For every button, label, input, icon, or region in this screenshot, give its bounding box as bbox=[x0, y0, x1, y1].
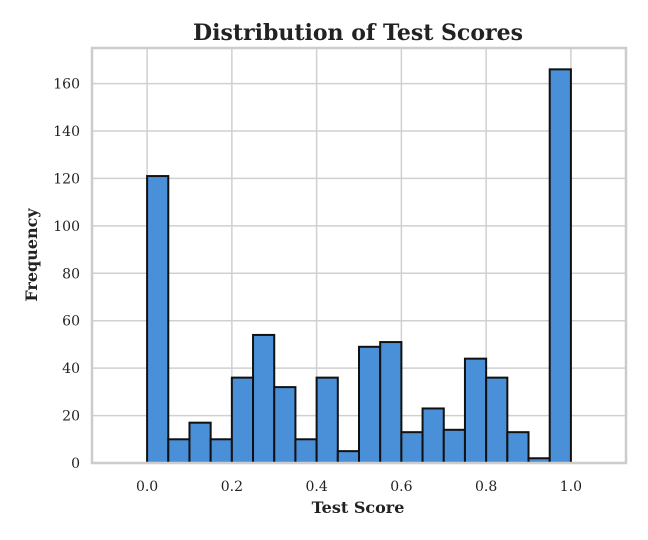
plot-frame bbox=[90, 46, 628, 465]
histogram-bar-16 bbox=[485, 376, 509, 464]
chart-title: Distribution of Test Scores bbox=[193, 20, 523, 46]
histogram-bar-13 bbox=[421, 407, 445, 465]
x-tick-label-4: 0.8 bbox=[475, 479, 497, 495]
histogram-bar-7 bbox=[294, 438, 318, 464]
histogram-bar-0 bbox=[146, 175, 170, 465]
histogram-bar-17 bbox=[506, 431, 530, 464]
histogram-bar-4 bbox=[230, 376, 255, 464]
y-axis-ticks: 0 20 40 60 80 100 120 140 160 bbox=[53, 77, 80, 472]
y-tick-label-1: 20 bbox=[62, 409, 80, 425]
y-tick-label-0: 0 bbox=[71, 456, 80, 472]
y-tick-label-3: 60 bbox=[62, 314, 80, 330]
histogram-bar-3 bbox=[209, 438, 233, 464]
histogram-bar-14 bbox=[442, 428, 466, 464]
y-tick-label-5: 100 bbox=[53, 219, 80, 235]
x-tick-label-1: 0.2 bbox=[221, 479, 243, 495]
x-axis-ticks: 0.0 0.2 0.4 0.6 0.8 1.0 bbox=[136, 479, 582, 495]
x-tick-label-3: 0.6 bbox=[390, 479, 412, 495]
y-tick-label-6: 120 bbox=[53, 171, 80, 187]
bars bbox=[146, 68, 572, 465]
y-tick-label-4: 80 bbox=[62, 266, 80, 282]
histogram-bar-5 bbox=[252, 333, 276, 465]
histogram-bar-15 bbox=[463, 357, 488, 464]
histogram-bar-8 bbox=[315, 376, 339, 464]
x-tick-label-0: 0.0 bbox=[136, 479, 158, 495]
y-tick-label-8: 160 bbox=[53, 77, 80, 93]
histogram-bar-19 bbox=[548, 68, 572, 464]
histogram-bar-6 bbox=[273, 386, 297, 464]
histogram-bar-10 bbox=[358, 345, 382, 464]
histogram-bar-1 bbox=[167, 438, 191, 464]
histogram-bar-9 bbox=[336, 450, 360, 464]
histogram-bar-2 bbox=[188, 421, 212, 464]
y-axis-label: Frequency bbox=[22, 208, 41, 302]
x-tick-label-5: 1.0 bbox=[560, 479, 582, 495]
x-tick-label-2: 0.4 bbox=[305, 479, 327, 495]
histogram-bar-12 bbox=[400, 431, 424, 464]
x-axis-label: Test Score bbox=[312, 498, 405, 517]
y-tick-label-7: 140 bbox=[53, 124, 80, 140]
y-tick-label-2: 40 bbox=[62, 361, 80, 377]
histogram-bar-11 bbox=[379, 341, 403, 464]
